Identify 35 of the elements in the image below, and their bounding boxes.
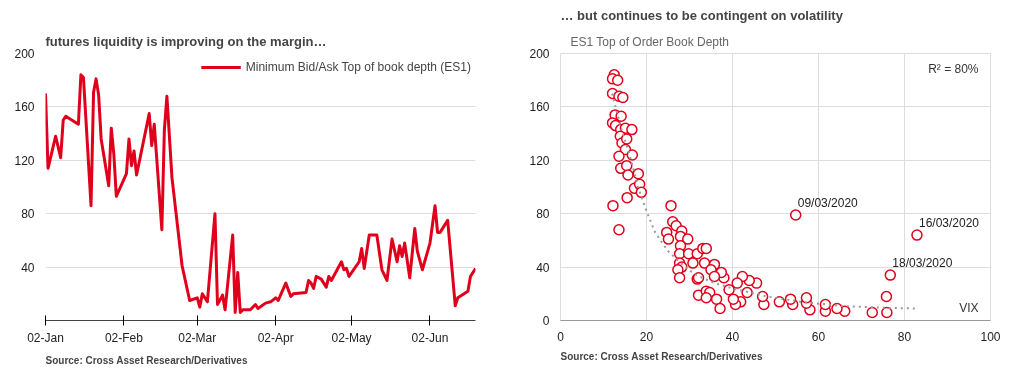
y-tick-label: 160: [529, 100, 550, 115]
y-axis-title: ES1 Top of Order Book Depth: [570, 34, 730, 49]
x-tick-label: 02-Jan: [27, 330, 64, 345]
y-tick-label: 80: [21, 207, 35, 222]
y-tick-label: 200: [529, 47, 550, 61]
x-axis-title: VIX: [959, 300, 979, 315]
x-tick-label: 0: [557, 329, 565, 344]
line-series: [45, 73, 476, 314]
y-tick-label: 80: [536, 207, 550, 222]
legend-label: Minimum Bid/Ask Top of book depth (ES1): [245, 60, 471, 74]
x-tick-label: 20: [639, 329, 654, 344]
x-tick-label: 100: [980, 329, 1001, 344]
annotation: 16/03/2020: [918, 216, 980, 231]
chart-title: futures liquidity is improving on the margin…: [45, 33, 327, 49]
annotation: 09/03/2020: [797, 196, 859, 211]
source-note: Source: Cross Asset Research/Derivatives: [45, 354, 248, 366]
x-tick-label: 80: [897, 329, 912, 344]
y-tick-label: 120: [14, 153, 35, 168]
x-tick-label: 60: [811, 329, 826, 344]
x-tick-label: 02-Feb: [104, 330, 144, 345]
x-tick-label: 02-Jun: [411, 330, 449, 345]
source-note: Source: Cross Asset Research/Derivatives: [560, 350, 763, 362]
x-tick-label: 02-Apr: [257, 330, 294, 345]
y-tick-label: 160: [14, 100, 35, 115]
x-tick-label: 02-May: [331, 330, 372, 345]
y-tick-label: 40: [536, 260, 550, 275]
y-tick-label: 120: [529, 153, 550, 168]
chart-title: … but continues to be contingent on volatility: [560, 7, 844, 23]
y-tick-label: 200: [14, 47, 35, 61]
y-tick-label: 40: [21, 260, 35, 275]
x-tick-label: 40: [725, 329, 740, 344]
y-tick-label: 0: [542, 314, 550, 328]
x-tick-label: 02-Mar: [178, 330, 217, 345]
annotation: R² = 80%: [928, 61, 979, 76]
annotation: 18/03/2020: [892, 256, 953, 271]
